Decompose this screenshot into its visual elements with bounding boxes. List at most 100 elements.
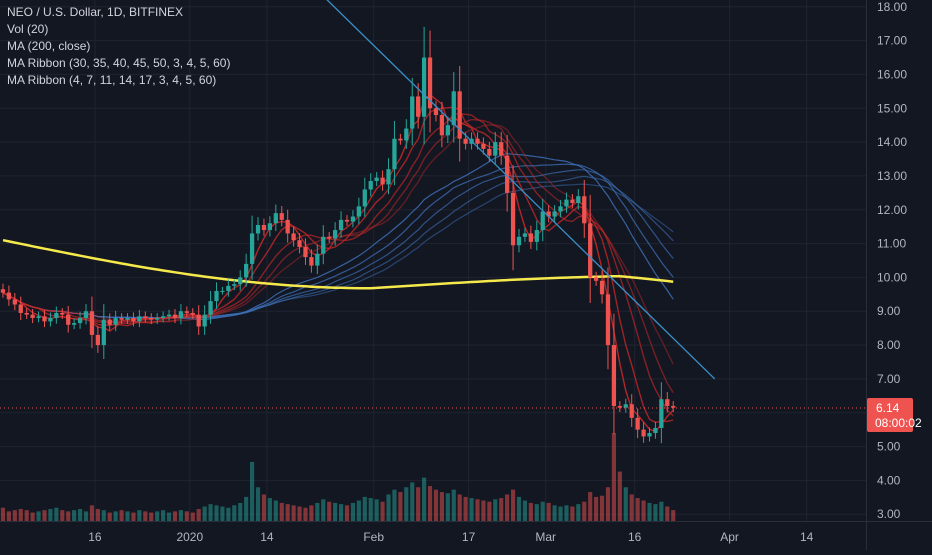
candle xyxy=(321,225,326,265)
volume-bar xyxy=(303,507,308,521)
candle xyxy=(593,271,599,286)
candle xyxy=(647,427,652,442)
volume-bar xyxy=(214,505,219,521)
volume-bar xyxy=(60,510,65,521)
grid-lines xyxy=(0,0,866,521)
candle xyxy=(202,305,207,335)
volume-bar xyxy=(665,506,670,521)
price-axis-tick-label: 14.00 xyxy=(877,135,907,149)
volume-bar xyxy=(18,508,23,521)
volume-bar xyxy=(172,511,178,521)
candle xyxy=(552,205,557,223)
candle-body xyxy=(83,311,89,319)
candle-body xyxy=(451,91,456,126)
candle xyxy=(155,313,160,325)
volume-bar xyxy=(463,496,468,521)
candle-body xyxy=(77,318,83,324)
candle xyxy=(588,194,593,303)
candle xyxy=(451,72,456,143)
candle xyxy=(327,231,332,243)
candle xyxy=(505,134,510,212)
candle xyxy=(184,306,189,318)
legend-volume-indicator[interactable]: Vol (20) xyxy=(7,22,49,36)
volume-bar xyxy=(48,508,53,521)
volume-bar xyxy=(528,502,533,521)
volume-bar xyxy=(137,510,142,521)
overlays[interactable] xyxy=(0,0,866,409)
candle xyxy=(671,401,676,413)
candle xyxy=(226,279,231,297)
candle-body xyxy=(267,223,273,231)
volume-bar xyxy=(534,504,539,521)
candle-body xyxy=(576,196,581,203)
candle xyxy=(338,211,344,238)
candle xyxy=(113,310,118,332)
candle xyxy=(332,222,338,246)
candle xyxy=(558,200,563,218)
trendline-drawing[interactable] xyxy=(320,0,716,380)
volume-bar xyxy=(261,494,267,521)
candle xyxy=(101,304,106,360)
volume-bar xyxy=(350,502,356,521)
candle xyxy=(433,101,439,122)
candle xyxy=(285,209,290,243)
volume-bar xyxy=(481,500,486,521)
candle-body xyxy=(208,301,213,315)
price-axis-tick-label: 4.00 xyxy=(877,473,901,487)
volume-bar xyxy=(392,489,397,521)
candle-body xyxy=(244,263,249,278)
candle-body xyxy=(214,290,219,302)
candle-body xyxy=(546,211,551,217)
candle-body xyxy=(113,318,118,325)
candle-body xyxy=(137,316,142,322)
candle xyxy=(267,216,273,237)
candle-body xyxy=(552,211,557,217)
candle-body xyxy=(487,148,492,156)
legend-symbol-title[interactable]: NEO / U.S. Dollar, 1D, BITFINEX xyxy=(7,5,184,19)
candle-body xyxy=(528,233,534,242)
candle xyxy=(291,226,296,247)
volume-bar xyxy=(0,507,6,521)
price-axis-tick-label: 10.00 xyxy=(877,270,907,284)
candle-body xyxy=(60,312,65,315)
candle-body xyxy=(505,155,510,193)
time-axis[interactable]: 16 2020 14 Feb 17 Mar 16 Apr 14 xyxy=(0,521,932,545)
candle xyxy=(297,233,302,254)
volume-bar xyxy=(149,512,154,521)
candle-body xyxy=(647,433,652,437)
candle xyxy=(0,283,6,298)
candle-body xyxy=(160,316,166,319)
candle xyxy=(623,398,628,413)
candle xyxy=(208,290,213,324)
volume-bar xyxy=(505,494,510,521)
candle-body xyxy=(327,236,332,239)
candlesticks[interactable] xyxy=(0,26,676,444)
candle-body xyxy=(433,108,439,116)
candle xyxy=(143,311,148,323)
volume-bar xyxy=(338,504,344,521)
volume-bar xyxy=(226,507,231,521)
candle xyxy=(36,311,41,323)
candle xyxy=(398,133,403,145)
candle xyxy=(119,313,124,325)
legend-ma-200[interactable]: MA (200, close) xyxy=(7,39,91,53)
candle-body xyxy=(659,399,664,428)
candle-body xyxy=(18,304,23,313)
volume-bar xyxy=(89,505,95,521)
candle xyxy=(629,394,634,427)
legend-ma-ribbon-slow[interactable]: MA Ribbon (30, 35, 40, 45, 50, 3, 4, 5, … xyxy=(7,56,231,70)
price-tag-value: 6.14 xyxy=(876,401,900,415)
volume-bar xyxy=(582,501,587,521)
candle-body xyxy=(36,316,41,319)
candle-body xyxy=(493,142,498,156)
volume-bar xyxy=(623,487,628,521)
candle-body xyxy=(380,177,385,185)
legend-ma-ribbon-fast[interactable]: MA Ribbon (4, 7, 11, 14, 17, 3, 4, 5, 60… xyxy=(7,73,217,87)
candle-body xyxy=(291,233,296,241)
candle xyxy=(255,217,261,241)
volume-bar xyxy=(362,496,367,521)
candle-body xyxy=(463,138,468,144)
